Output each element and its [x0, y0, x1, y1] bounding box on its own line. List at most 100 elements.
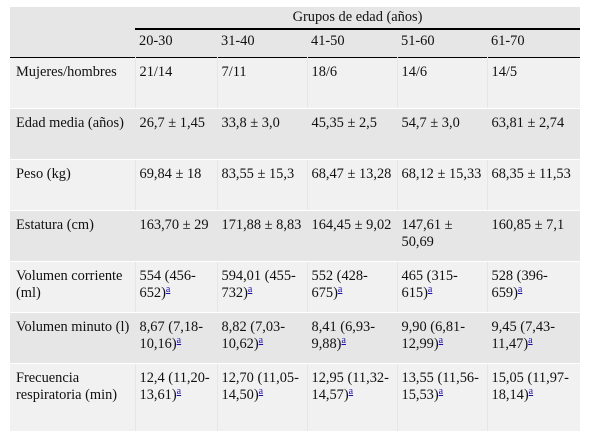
- cell-value: 465 (315-615): [401, 268, 458, 301]
- table-cell: 14/6: [396, 57, 487, 109]
- cell-value: 54,7 ± 3,0: [401, 115, 460, 131]
- footnote-link[interactable]: a: [427, 284, 433, 295]
- table-cell: 45,35 ± 2,5: [306, 108, 397, 160]
- cell-value: 68,35 ± 11,53: [491, 166, 571, 182]
- table-cell: 163,70 ± 29: [134, 210, 217, 262]
- table-cell: 68,47 ± 13,28: [306, 159, 397, 211]
- row-label: Edad media (años): [10, 108, 135, 160]
- table-cell: 15,05 (11,97-18,14)a: [486, 363, 581, 432]
- table-cell: 594,01 (455-732)a: [216, 261, 307, 313]
- age-group-header: 61-70: [487, 28, 581, 58]
- table-cell: 21/14: [134, 57, 217, 109]
- table-cell: 26,7 ± 1,45: [134, 108, 217, 160]
- cell-value: 594,01 (455-732): [221, 268, 296, 301]
- footnote-link[interactable]: a: [258, 386, 264, 397]
- cell-value: 68,47 ± 13,28: [311, 166, 392, 182]
- cell-value: 18/6: [311, 64, 338, 80]
- row-label: Frecuencia respiratoria (min): [10, 363, 135, 432]
- footnote-link[interactable]: a: [176, 386, 182, 397]
- table-cell: 8,41 (6,93-9,88)a: [306, 312, 397, 364]
- group-header-text: Grupos de edad (años): [292, 9, 423, 25]
- table-cell: 83,55 ± 15,3: [216, 159, 307, 211]
- table-cell: 147,61 ± 50,69: [396, 210, 487, 262]
- table-cell: 68,35 ± 11,53: [486, 159, 581, 211]
- age-group-header: 31-40: [217, 28, 307, 58]
- footnote-link[interactable]: a: [517, 284, 523, 295]
- cell-value: 147,61 ± 50,69: [401, 217, 453, 250]
- cell-value: 14/5: [491, 64, 518, 80]
- table-cell: 12,70 (11,05-14,50)a: [216, 363, 307, 432]
- cell-value: 14/6: [401, 64, 428, 80]
- cell-value: 68,12 ± 15,33: [401, 166, 482, 182]
- table-row: Mujeres/hombres 21/14 7/11 18/6 14/6 14/5: [10, 57, 581, 109]
- age-group-header: 20-30: [135, 28, 217, 58]
- table-cell: 63,81 ± 2,74: [486, 108, 581, 160]
- cell-value: 12,70 (11,05-14,50): [221, 370, 299, 403]
- footnote-link[interactable]: a: [165, 284, 171, 295]
- footnote-link[interactable]: a: [528, 335, 533, 346]
- group-header: Grupos de edad (años): [135, 7, 581, 29]
- table-cell: 68,12 ± 15,33: [396, 159, 487, 211]
- cell-value: 554 (456-652): [139, 268, 196, 301]
- table-cell: 554 (456-652)a: [134, 261, 217, 313]
- cell-value: 9,90 (6,81-12,99): [401, 319, 466, 352]
- row-label: Mujeres/hombres: [10, 57, 135, 109]
- footnote-link[interactable]: a: [341, 335, 346, 346]
- footnote-link[interactable]: a: [438, 386, 444, 397]
- row-label: Volumen corriente (ml): [10, 261, 135, 313]
- table-cell: 18/6: [306, 57, 397, 109]
- row-label: Volumen minuto (l): [10, 312, 135, 364]
- cell-value: 33,8 ± 3,0: [221, 115, 280, 131]
- table-cell: 160,85 ± 7,1: [486, 210, 581, 262]
- footnote-link[interactable]: a: [176, 335, 182, 346]
- cell-value: 164,45 ± 9,02: [311, 217, 392, 233]
- table-row: Frecuencia respiratoria (min) 12,4 (11,20…: [10, 363, 581, 432]
- table-cell: 8,82 (7,03-10,62)a: [216, 312, 307, 364]
- footnote-link[interactable]: a: [337, 284, 343, 295]
- cell-value: 160,85 ± 7,1: [491, 217, 565, 233]
- cell-value: 9,45 (7,43-11,47): [491, 319, 556, 352]
- cell-value: 8,82 (7,03-10,62): [221, 319, 286, 352]
- header-corner-lower: [10, 29, 135, 58]
- cell-value: 69,84 ± 18: [139, 166, 202, 182]
- age-group-header: 51-60: [397, 28, 487, 58]
- table-cell: 14/5: [486, 57, 581, 109]
- table-cell: 171,88 ± 8,83: [216, 210, 307, 262]
- group-header-row: Grupos de edad (años): [10, 7, 581, 29]
- age-range-row: 20-30 31-40 41-50 51-60 61-70: [10, 28, 581, 58]
- cell-value: 8,41 (6,93-9,88): [311, 319, 376, 352]
- table-cell: 164,45 ± 9,02: [306, 210, 397, 262]
- data-table-container: Grupos de edad (años) 20-30 31-40 41-50 …: [10, 7, 581, 432]
- table-row: Peso (kg) 69,84 ± 18 83,55 ± 15,3 68,47 ± 1…: [10, 159, 581, 211]
- footnote-link[interactable]: a: [438, 335, 444, 346]
- table-row: Volumen corriente (ml) 554 (456-652)a 594,…: [10, 261, 581, 313]
- table-row: Edad media (años) 26,7 ± 1,45 33,8 ± 3,0 45…: [10, 108, 581, 160]
- table-row: Volumen minuto (l) 8,67 (7,18-10,16)a 8,82…: [10, 312, 581, 364]
- row-label: Peso (kg): [10, 159, 135, 211]
- table-cell: 465 (315-615)a: [396, 261, 487, 313]
- footnote-link[interactable]: a: [258, 335, 264, 346]
- age-group-header: 41-50: [307, 28, 397, 58]
- row-label: Estatura (cm): [10, 210, 135, 262]
- cell-value: 26,7 ± 1,45: [139, 115, 205, 131]
- footnote-link[interactable]: a: [247, 284, 253, 295]
- cell-value: 12,95 (11,32-14,57): [311, 370, 389, 403]
- header-corner: [10, 7, 135, 29]
- age-group-table: Grupos de edad (años) 20-30 31-40 41-50 …: [10, 7, 581, 432]
- cell-value: 7/11: [221, 64, 247, 80]
- cell-value: 171,88 ± 8,83: [221, 217, 302, 233]
- table-cell: 9,90 (6,81-12,99)a: [396, 312, 487, 364]
- table-cell: 54,7 ± 3,0: [396, 108, 487, 160]
- table-cell: 528 (396-659)a: [486, 261, 581, 313]
- table-cell: 7/11: [216, 57, 307, 109]
- footnote-link[interactable]: a: [528, 386, 534, 397]
- footnote-link[interactable]: a: [348, 386, 354, 397]
- cell-value: 45,35 ± 2,5: [311, 115, 377, 131]
- table-cell: 12,4 (11,20-13,61)a: [134, 363, 217, 432]
- table-cell: 8,67 (7,18-10,16)a: [134, 312, 217, 364]
- cell-value: 21/14: [139, 64, 173, 80]
- cell-value: 552 (428-675): [311, 268, 368, 301]
- cell-value: 8,67 (7,18-10,16): [139, 319, 204, 352]
- cell-value: 12,4 (11,20-13,61): [139, 370, 210, 403]
- table-cell: 33,8 ± 3,0: [216, 108, 307, 160]
